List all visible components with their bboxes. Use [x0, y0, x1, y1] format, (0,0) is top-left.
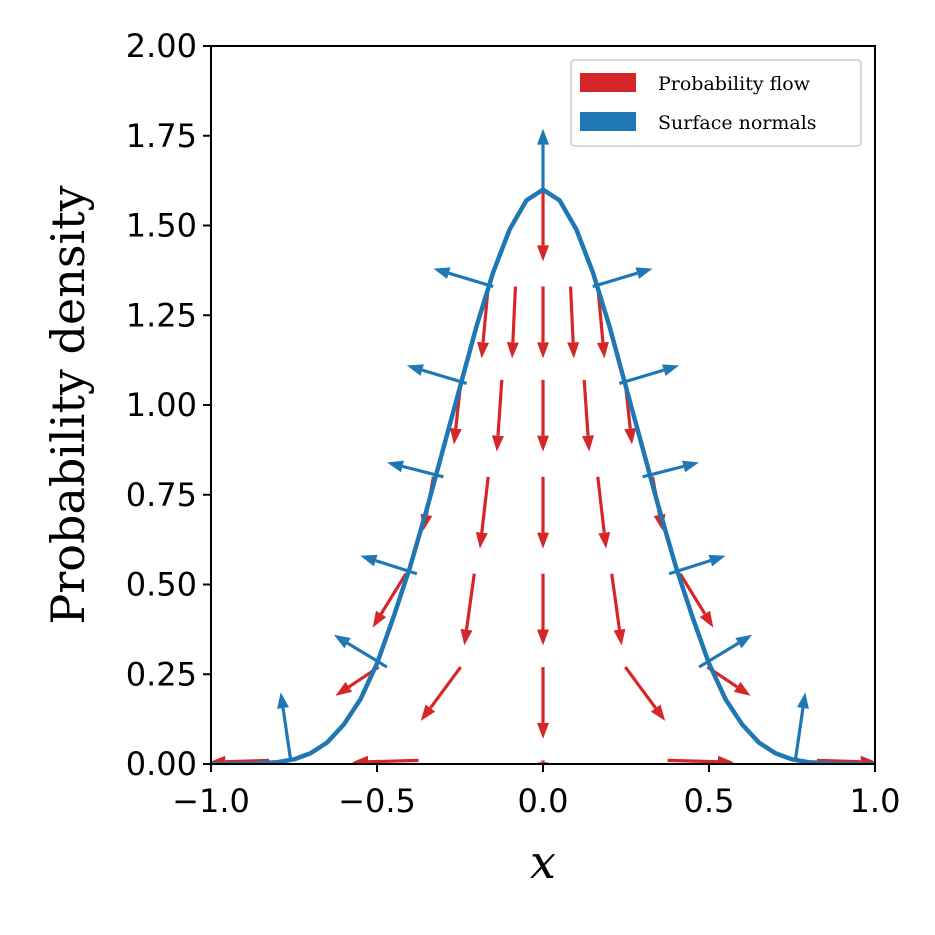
- legend-swatch-normals: [580, 112, 636, 131]
- normal-arrow-0: [537, 128, 549, 190]
- normal-arrow-11: [277, 692, 293, 761]
- flow-arrow-12: [475, 476, 490, 549]
- y-tick-label: 0.50: [126, 566, 197, 604]
- flow-arrow-20: [678, 572, 714, 628]
- normal-arrow-4: [618, 364, 680, 385]
- flow-arrow-9: [582, 379, 595, 452]
- plot-area: [210, 45, 876, 765]
- normal-arrow-12: [793, 692, 809, 761]
- flow-arrow-0: [537, 189, 549, 262]
- x-axis-title: x: [530, 835, 556, 889]
- y-axis: 0.00 0.25 0.50 0.75 1.00 1.25 1.50 1.75 2.00: [126, 27, 211, 783]
- y-tick-label: 0.75: [126, 476, 197, 514]
- y-tick-label: 1.25: [126, 296, 197, 334]
- x-tick-label: 0.0: [518, 782, 569, 820]
- flow-arrow-22: [420, 666, 462, 721]
- y-tick-label: 1.00: [126, 386, 197, 424]
- y-tick-label: 0.25: [126, 655, 197, 693]
- flow-arrow-16: [372, 572, 408, 628]
- density-curve: [211, 187, 875, 764]
- normal-arrow-2: [592, 267, 653, 289]
- flow-arrow-7: [491, 379, 504, 452]
- legend-label-normals: Surface normals: [658, 112, 817, 134]
- flow-arrow-13: [537, 476, 549, 549]
- normal-arrow-3: [406, 364, 468, 385]
- y-axis-title: Probability density: [41, 185, 95, 624]
- flow-arrow-17: [460, 573, 476, 646]
- flow-arrow-14: [596, 476, 611, 549]
- normal-arrow-1: [433, 267, 494, 289]
- x-tick-label: −1.0: [172, 782, 250, 820]
- flow-arrow-29: [667, 755, 734, 764]
- y-tick-label: 0.00: [126, 745, 197, 783]
- legend-label-flow: Probability flow: [658, 73, 811, 95]
- normal-arrow-9: [333, 634, 388, 669]
- flow-arrow-19: [610, 573, 626, 646]
- legend-box: [570, 59, 862, 147]
- flow-arrow-24: [624, 666, 666, 721]
- flow-arrow-2: [506, 286, 519, 359]
- y-tick-label: 2.00: [126, 27, 197, 65]
- legend-swatch-flow: [580, 73, 636, 92]
- x-tick-label: 1.0: [850, 782, 901, 820]
- flow-arrow-23: [537, 667, 549, 739]
- flow-arrow-4: [567, 286, 580, 359]
- flow-arrow-27: [352, 755, 419, 764]
- normal-arrow-10: [698, 634, 753, 669]
- x-tick-label: 0.5: [684, 782, 735, 820]
- flow-arrow-8: [537, 379, 549, 452]
- x-tick-label: −0.5: [338, 782, 416, 820]
- x-axis: −1.0 −0.5 0.0 0.5 1.0: [172, 764, 900, 820]
- y-tick-label: 1.75: [126, 117, 197, 155]
- flow-arrow-3: [537, 286, 549, 359]
- legend: Probability flow Surface normals: [570, 59, 862, 147]
- flow-arrow-18: [537, 573, 549, 646]
- y-tick-label: 1.50: [126, 207, 197, 245]
